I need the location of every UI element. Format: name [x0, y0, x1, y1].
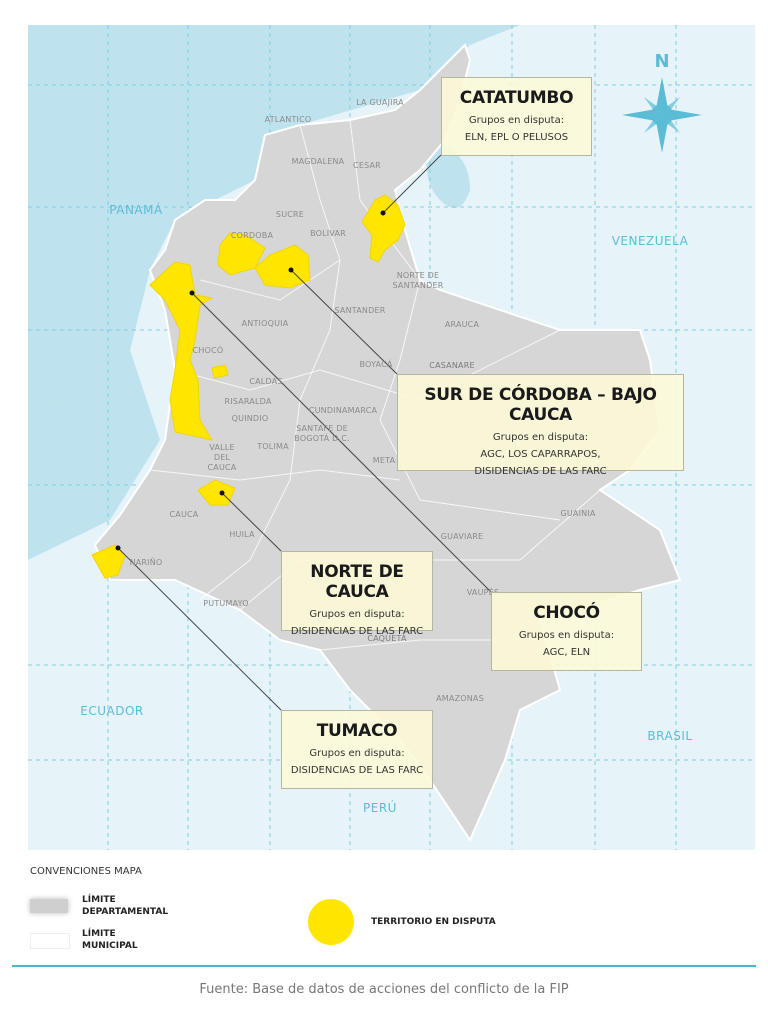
department-label: NARIÑO [129, 558, 163, 567]
department-label: CASANARE [429, 361, 475, 370]
source-note: Fuente: Base de datos de acciones del co… [199, 982, 569, 997]
department-label: BOYACÁ [359, 360, 393, 369]
legend-title: CONVENCIONES MAPA [30, 866, 142, 877]
divider [12, 965, 756, 967]
department-label: CORDOBA [230, 231, 274, 240]
callout-groups: AGC, LOS CAPARRAPOS, [480, 449, 601, 460]
legend-swatch-municipal [30, 933, 70, 949]
pacific-ocean [28, 350, 160, 560]
legend-label: LÍMITE MUNICIPAL [82, 929, 138, 951]
department-label: MAGDALENA [291, 157, 345, 166]
country-label: BRASIL [647, 729, 693, 743]
compass-rose-icon: N [622, 51, 702, 153]
callout-title: NORTE DE CAUCA [310, 562, 404, 602]
department-label: CHOCÓ [192, 346, 224, 355]
department-label: HUILA [229, 530, 255, 539]
country-label: VENEZUELA [611, 234, 689, 248]
disputed-choco-small [211, 364, 229, 379]
department-label: VAUPÉS [466, 588, 500, 597]
legend-label: TERRITORIO EN DISPUTA [371, 917, 496, 927]
callout-leader-lines [117, 154, 492, 711]
legend-label: LÍMITE DEPARTAMENTAL [82, 895, 169, 917]
disputed-territories [91, 194, 406, 579]
department-label: CAUCA [169, 510, 199, 519]
callout-anchor-dots [115, 210, 386, 551]
department-label: PUTUMAYO [203, 599, 249, 608]
department-label: NORTE DE SANTANDER [392, 271, 444, 290]
department-label: META [372, 456, 396, 465]
callout-subtitle: Grupos en disputa: [309, 609, 405, 620]
lake-maracaibo [426, 140, 470, 208]
callout-groups: DISIDENCIAS DE LAS FARC [290, 626, 424, 637]
department-label: CAQUETÁ [367, 634, 407, 643]
legend-swatch-departmental [30, 899, 68, 913]
country-label: PANAMÁ [109, 203, 163, 217]
disputed-tumaco [91, 544, 126, 579]
callout-norte-de-cauca: NORTE DE CAUCA Grupos en disputa: DISIDE… [281, 551, 433, 637]
callout-tumaco: TUMACO Grupos en disputa: DISIDENCIAS DE… [281, 710, 433, 789]
callout-groups: ELN, EPL O PELUSOS [464, 132, 569, 143]
disputed-norte-cauca [197, 479, 236, 506]
department-label: RISARALDA [224, 397, 272, 406]
department-label: CALDAS [249, 377, 283, 386]
department-label: GUAINIA [560, 509, 596, 518]
department-label: CUNDINAMARCA [308, 406, 378, 415]
callout-subtitle: Grupos en disputa: [492, 432, 589, 443]
department-label: LA GUAJIRA [356, 98, 404, 107]
department-label: SUCRE [275, 210, 305, 219]
callout-title: CHOCÓ [533, 603, 600, 623]
disputed-cordoba-east [254, 244, 311, 289]
callout-groups: DISIDENCIAS DE LAS FARC [290, 765, 424, 776]
disputed-cordoba-west [217, 232, 266, 276]
callout-groups: DISIDENCIAS DE LAS FARC [474, 466, 607, 477]
callout-groups: AGC, ELN [542, 647, 591, 658]
department-label: ARAUCA [444, 320, 480, 329]
callout-subtitle: Grupos en disputa: [468, 115, 565, 126]
department-label: ATLANTICO [264, 115, 312, 124]
callout-catatumbo: CATATUMBO Grupos en disputa: ELN, EPL O … [441, 77, 592, 156]
callout-choco: CHOCÓ Grupos en disputa: AGC, ELN [491, 592, 642, 671]
department-label: AMAZONAS [436, 694, 484, 703]
department-label: CESAR [353, 161, 381, 170]
country-label: PERÚ [363, 801, 397, 815]
legend-swatch-disputed [308, 899, 354, 945]
callout-sur-de-cordoba: SUR DE CÓRDOBA – BAJO CAUCA Grupos en di… [397, 374, 684, 477]
callout-title: TUMACO [316, 721, 398, 741]
caribbean-sea [28, 25, 520, 420]
department-label: TOLIMA [257, 442, 289, 451]
department-label: QUINDIO [231, 414, 269, 423]
department-label: VALLE DEL CAUCA [207, 443, 237, 472]
department-label: ANTIOQUIA [241, 319, 289, 328]
department-label: GUAVIARE [440, 532, 484, 541]
callout-title: CATATUMBO [459, 88, 574, 108]
callout-subtitle: Grupos en disputa: [518, 630, 615, 641]
department-label: BOLIVAR [310, 229, 346, 238]
country-label: ECUADOR [80, 704, 144, 718]
department-label: SANTANDER [334, 306, 386, 315]
svg-text:N: N [654, 51, 669, 72]
department-label: SANTAFE DE BOGOTÁ D.C. [294, 424, 350, 443]
callout-title: SUR DE CÓRDOBA – BAJO CAUCA [424, 385, 657, 425]
callout-subtitle: Grupos en disputa: [309, 748, 405, 759]
disputed-choco [149, 261, 214, 441]
